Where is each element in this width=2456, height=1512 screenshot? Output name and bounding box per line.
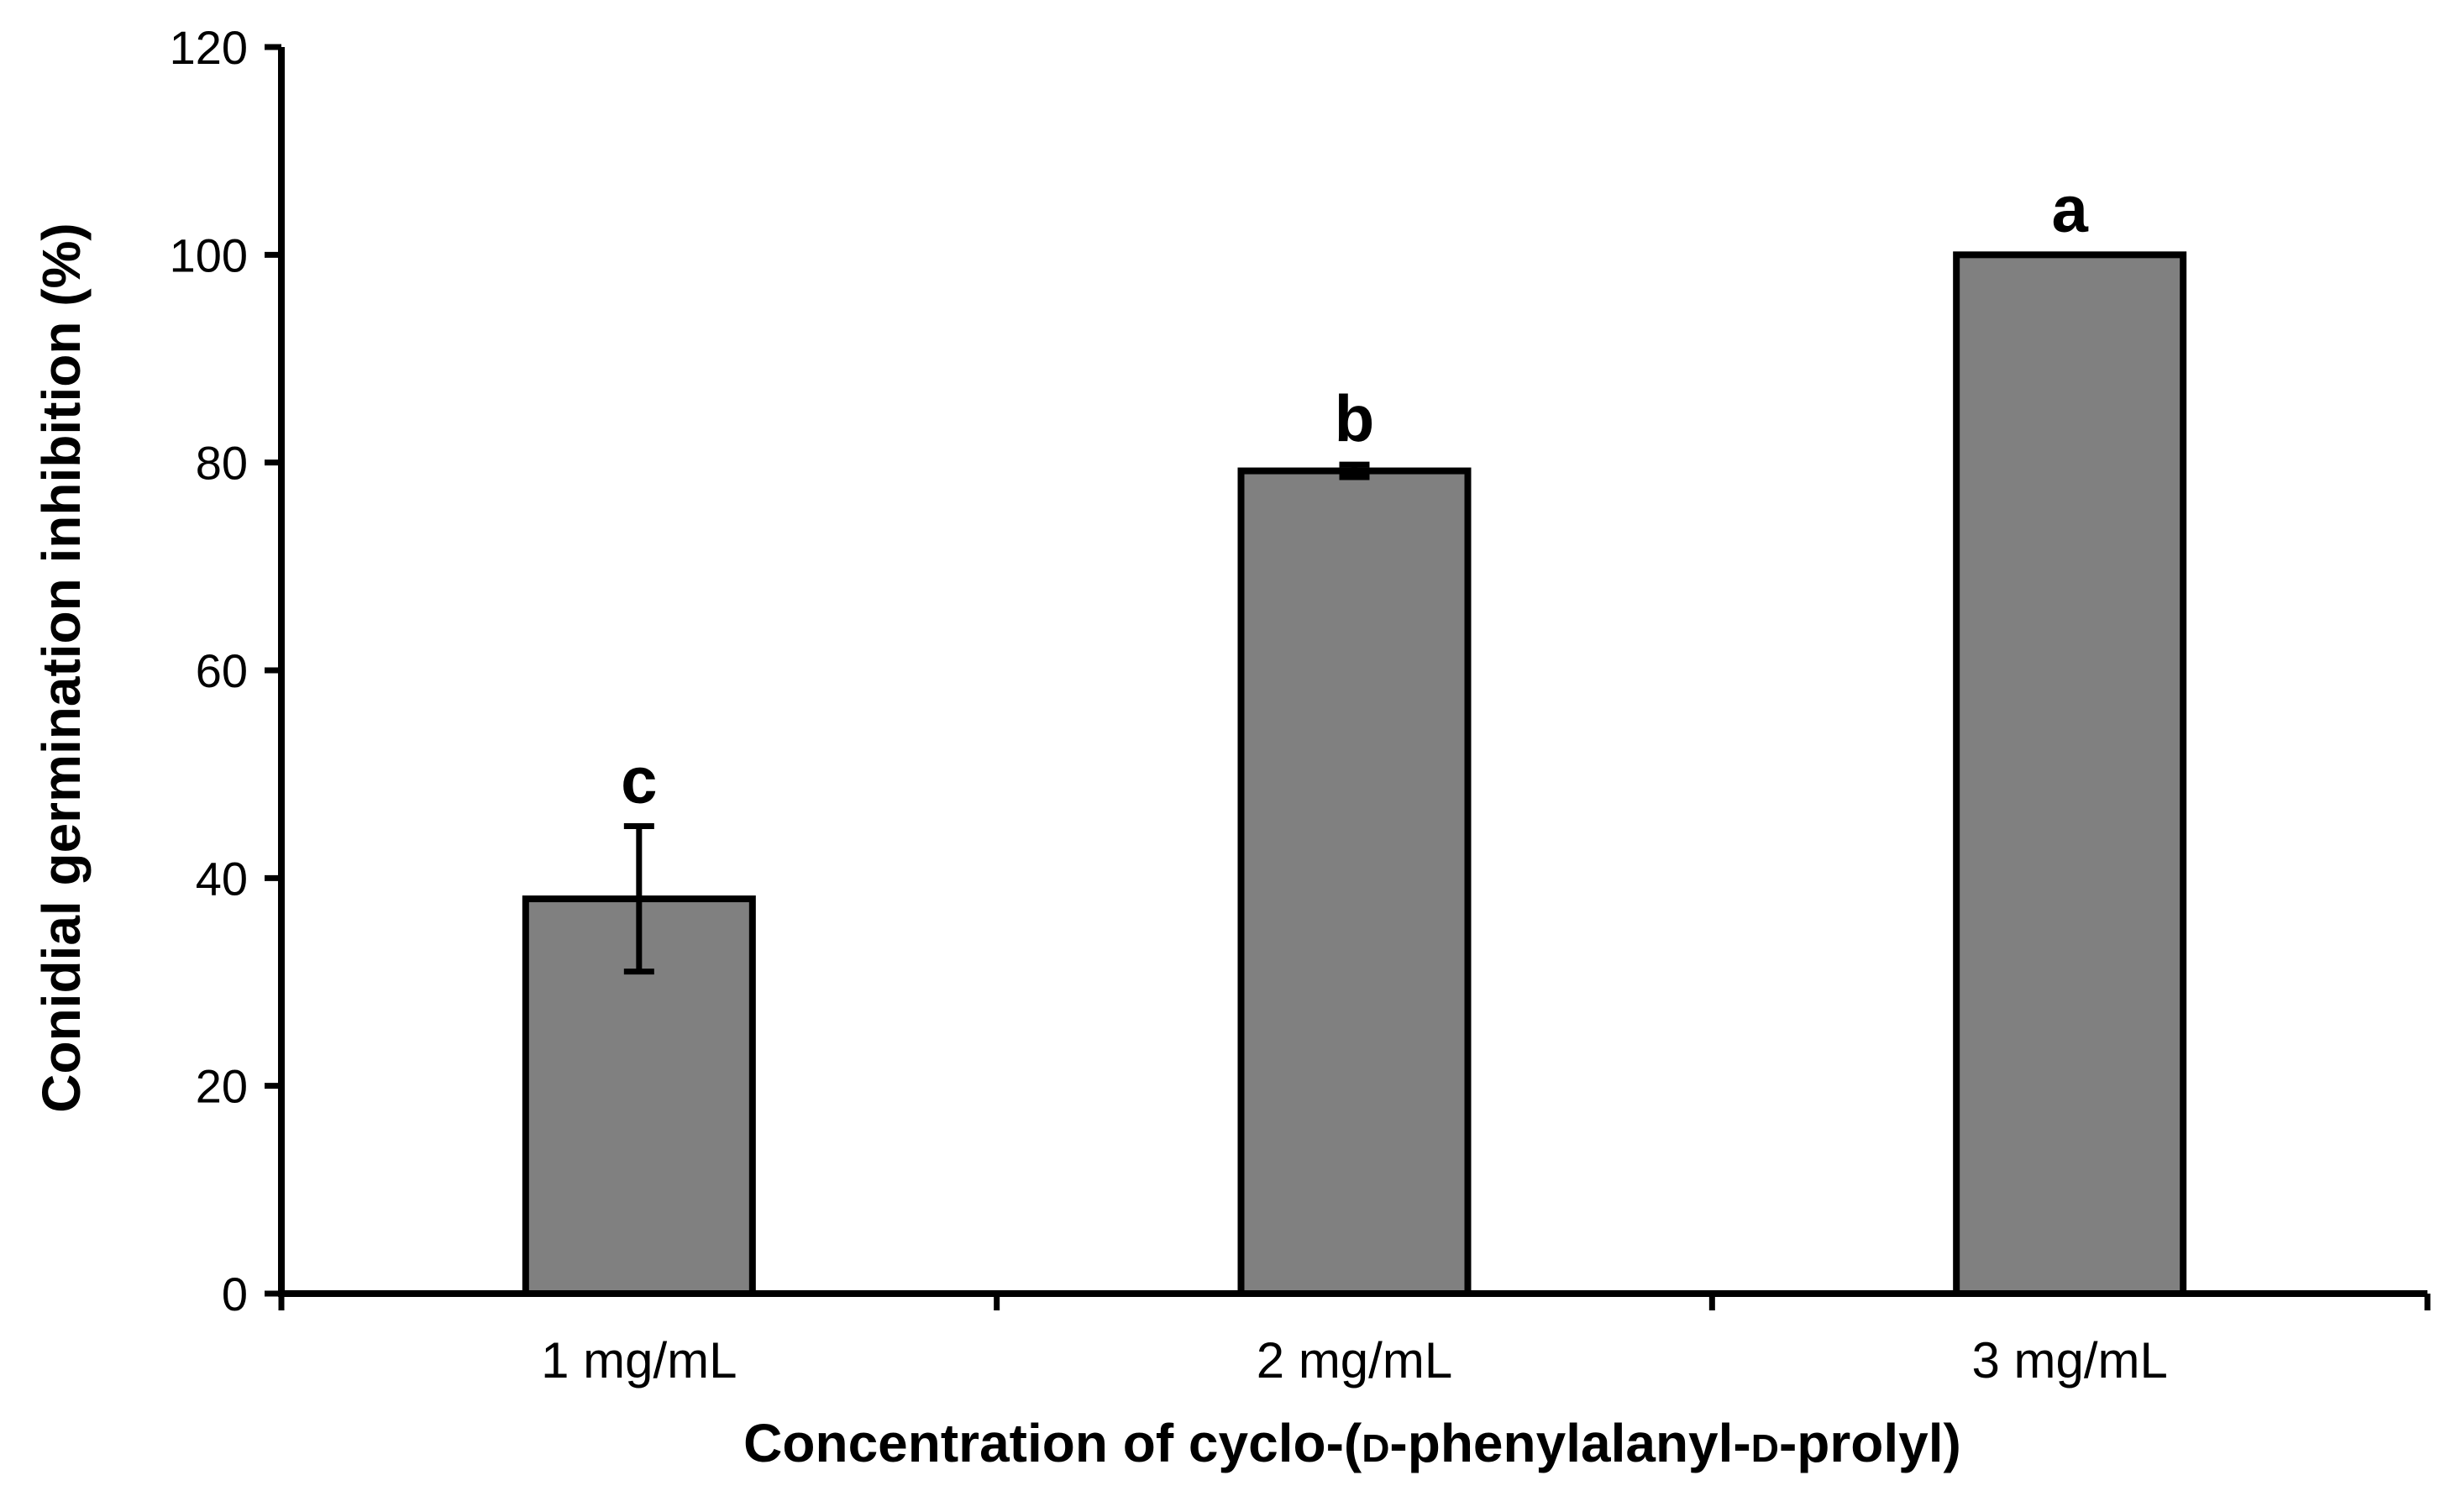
x-tick-label-1: 1 mg/mL [541, 1332, 737, 1389]
bar-2 [1237, 467, 1472, 1297]
bars-layer [522, 251, 2187, 1297]
x-tick-label-3: 3 mg/mL [1971, 1332, 2167, 1389]
y-tick-label-4: 80 [196, 437, 248, 490]
significance-letter-1: c [621, 743, 657, 817]
y-tick-label-2: 40 [196, 852, 248, 905]
x-axis-title-middle: -phenylalanyl- [1389, 1413, 1750, 1473]
x-axis-title-suffix: -prolyl) [1779, 1413, 1961, 1473]
significance-letter-2: b [1335, 381, 1375, 455]
bar-3 [1953, 251, 2187, 1297]
y-tick-label-5: 100 [170, 228, 248, 281]
error-bar-2 [1339, 461, 1370, 480]
axes-layer [265, 44, 2431, 1310]
labels-layer: c 1 mg/mL b 2 mg/mL a 3 mg/mL 0 20 40 60 80 100 120 [170, 21, 2168, 1389]
y-axis-title: Conidial germination inhibition (%) [31, 223, 92, 1112]
x-axis-title-prefix: Concentration of cyclo-( [743, 1413, 1362, 1473]
y-tick-label-6: 120 [170, 21, 248, 74]
y-tick-label-0: 0 [222, 1268, 248, 1320]
error-bar-1 [623, 823, 654, 975]
x-axis-title-d1: D [1362, 1426, 1389, 1470]
x-tick-label-2: 2 mg/mL [1257, 1332, 1452, 1389]
x-axis-title-d2: D [1751, 1426, 1779, 1470]
y-tick-label-1: 20 [196, 1060, 248, 1113]
error-bars-layer [623, 461, 1370, 975]
x-axis-title: Concentration of cyclo-(D-phenylalanyl-D… [743, 1413, 1961, 1473]
y-tick-label-3: 60 [196, 644, 248, 697]
significance-letter-3: a [2051, 171, 2088, 245]
